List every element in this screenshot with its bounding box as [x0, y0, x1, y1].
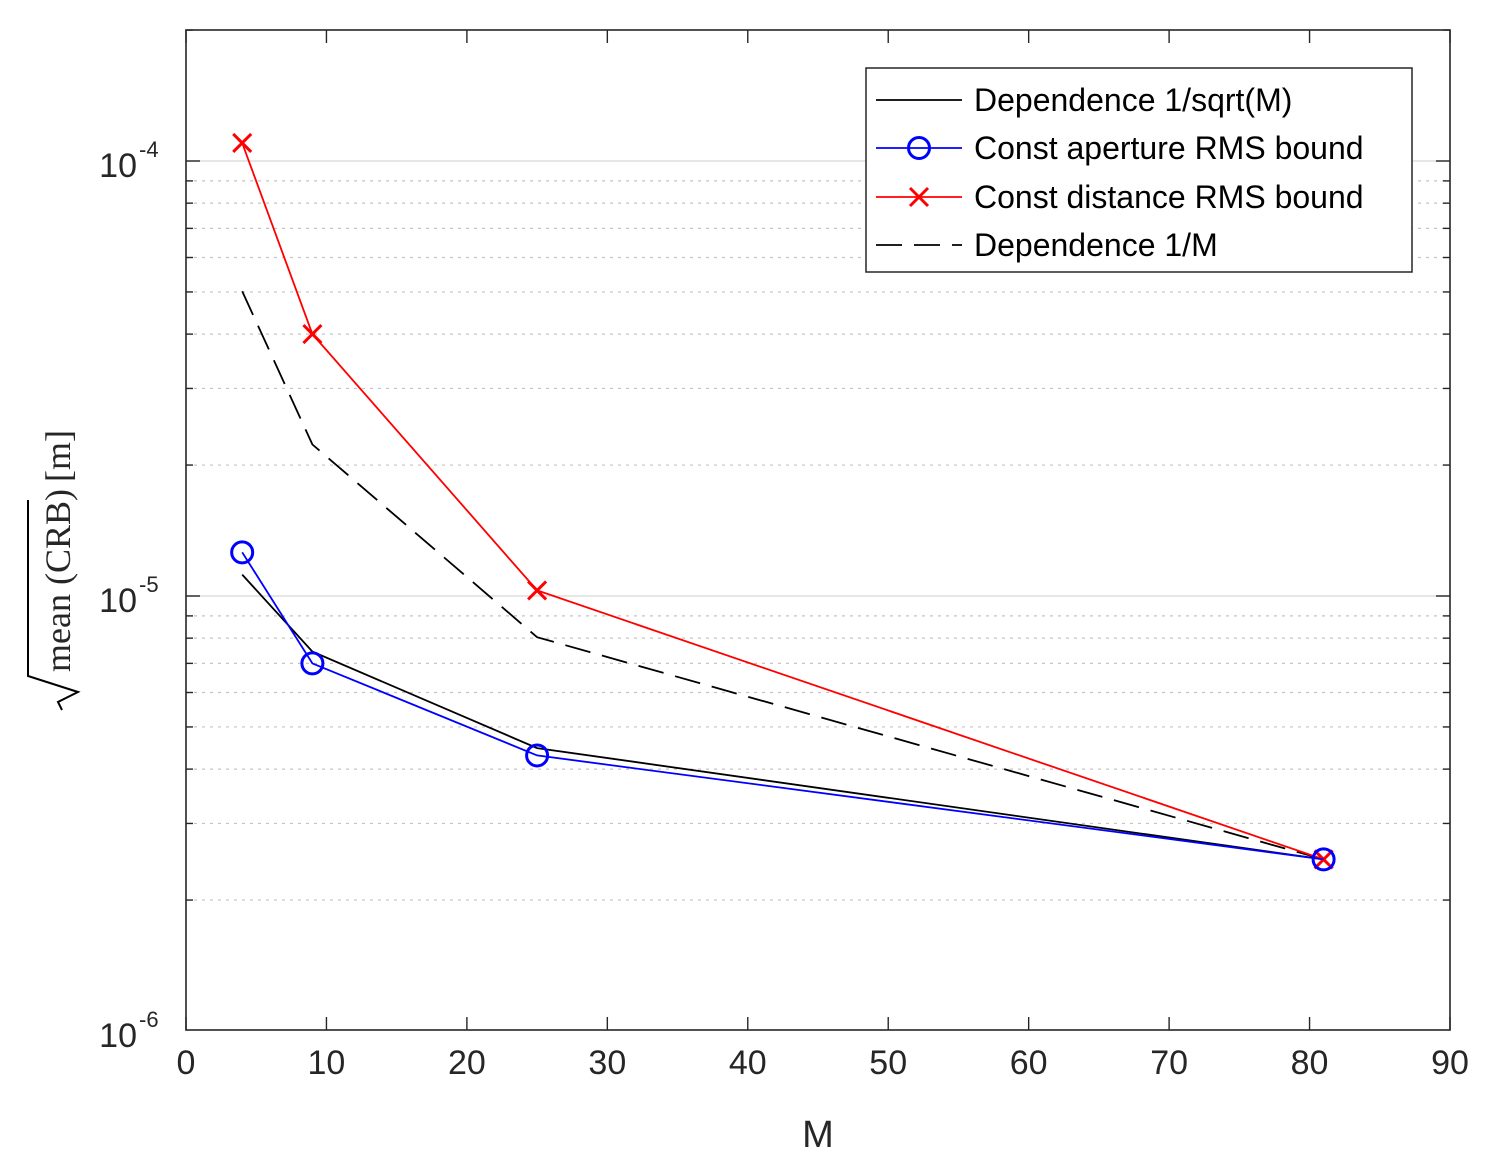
data-point — [300, 651, 325, 676]
axes-box — [185, 29, 1451, 1031]
series-line — [241, 551, 1324, 861]
legend-entry: Dependence 1/sqrt(M) — [876, 82, 1292, 118]
data-point — [1311, 847, 1336, 872]
legend-entry: Const distance RMS bound — [876, 179, 1364, 215]
legend-label: Const aperture RMS bound — [974, 130, 1364, 166]
y-axis-radicand: mean (CRB) — [38, 489, 78, 672]
data-point — [1313, 849, 1334, 870]
legend-label: Const distance RMS bound — [974, 179, 1364, 215]
y-axis-title: mean (CRB) [m] — [27, 430, 81, 711]
y-tick-label-base: 10 — [99, 1017, 137, 1055]
x-axis-title: M — [802, 1114, 834, 1156]
y-tick-label-exponent: -4 — [139, 137, 159, 162]
series-line — [241, 290, 1324, 861]
radical-sign — [27, 500, 81, 711]
data-point-stroke-b — [527, 580, 548, 601]
y-tick-label-exponent: -6 — [139, 1007, 159, 1032]
series-0 — [241, 573, 1324, 861]
legend-marker — [908, 186, 930, 208]
data-point — [302, 324, 323, 345]
x-tick-label: 70 — [1150, 1044, 1188, 1082]
data-point — [230, 540, 255, 565]
legend-marker-stroke-b — [908, 186, 930, 208]
x-tick-label: 0 — [177, 1044, 196, 1082]
y-tick-label-exponent: -5 — [139, 572, 159, 597]
x-tick-label: 20 — [448, 1044, 486, 1082]
legend-entry: Dependence 1/M — [876, 227, 1218, 263]
grid — [186, 160, 1450, 901]
data-point — [525, 743, 550, 768]
series-1 — [230, 540, 1336, 872]
data-point — [527, 580, 548, 601]
x-tick-label: 60 — [1010, 1044, 1048, 1082]
legend-entry: Const aperture RMS bound — [876, 130, 1364, 166]
legend-label: Dependence 1/sqrt(M) — [974, 82, 1292, 118]
data-point-stroke-b — [232, 132, 253, 154]
x-tick-label: 90 — [1431, 1044, 1469, 1082]
series-line — [241, 142, 1324, 861]
legend-rows: Dependence 1/sqrt(M) Const aperture RMS b… — [876, 82, 1364, 263]
series-2 — [232, 132, 1334, 870]
y-axis-unit: [m] — [38, 430, 78, 482]
series-3 — [241, 290, 1324, 861]
x-tick-label: 10 — [308, 1044, 346, 1082]
y-tick-label-base: 10 — [99, 147, 137, 185]
data-point — [232, 132, 253, 154]
data-point-stroke-b — [302, 324, 323, 345]
legend-label: Dependence 1/M — [974, 227, 1218, 263]
series-line — [241, 573, 1324, 861]
x-tick-label: 80 — [1291, 1044, 1329, 1082]
series-layer — [230, 132, 1336, 872]
legend-box — [865, 67, 1413, 273]
x-tick-label: 30 — [588, 1044, 626, 1082]
legend: Dependence 1/sqrt(M) Const aperture RMS b… — [865, 67, 1413, 273]
ticks — [185, 29, 1451, 1030]
y-tick-label-base: 10 — [99, 582, 137, 620]
data-point-stroke-b — [1313, 849, 1334, 870]
x-tick-label: 50 — [869, 1044, 907, 1082]
x-tick-label: 40 — [729, 1044, 767, 1082]
legend-marker — [907, 136, 931, 160]
